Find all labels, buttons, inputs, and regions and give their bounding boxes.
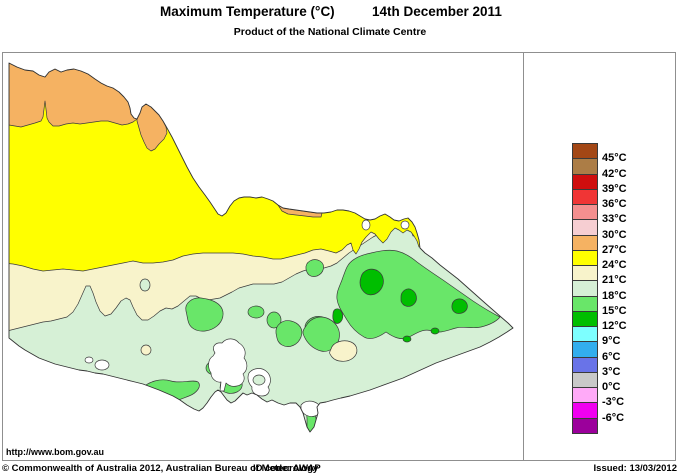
legend-label: -3°C [602, 396, 625, 409]
legend-label: 0°C [602, 381, 621, 394]
legend-label: 12°C [602, 320, 627, 333]
legend-swatch [572, 417, 598, 434]
region-palegreen-island [139, 278, 151, 292]
region-green-patch-a [247, 305, 265, 319]
legend-swatch [572, 310, 598, 328]
legend-label: 24°C [602, 259, 627, 272]
lake-corangamite [94, 359, 110, 371]
legend-label: 21°C [602, 274, 627, 287]
lake-small-west [84, 356, 94, 364]
victoria-state-border [8, 62, 514, 433]
lake-near-murray-b [400, 220, 410, 230]
lake-near-murray-a [361, 219, 371, 231]
legend-swatch [572, 249, 598, 267]
region-orange-mallee-west [9, 63, 138, 128]
legend-swatch [572, 173, 598, 190]
legend-label: 3°C [602, 365, 621, 378]
region-cream-pocket-west [140, 344, 152, 356]
legend-swatch [572, 188, 598, 206]
legend-label: 39°C [602, 182, 627, 195]
region-green-central-highlands [185, 297, 224, 332]
legend-label: 27°C [602, 243, 627, 256]
region-cream-latrobe-valley [329, 340, 358, 362]
legend-swatch [572, 280, 598, 297]
legend-swatch [572, 326, 598, 343]
legend-label: 6°C [602, 350, 621, 363]
legend-label: 36°C [602, 198, 627, 211]
issued-date-text: Issued: 13/03/2012 [593, 463, 677, 474]
legend-swatch [572, 158, 598, 175]
region-darkgreen-alpine-a [359, 268, 384, 296]
legend-label: -6°C [602, 411, 625, 424]
region-green-patch-b [266, 311, 282, 329]
region-green-patch-c [305, 259, 324, 277]
legend-swatch [572, 265, 598, 282]
port-phillip-bay [208, 338, 248, 392]
legend-label: 18°C [602, 289, 627, 302]
legend-swatch [572, 387, 598, 404]
legend-label: 30°C [602, 228, 627, 241]
region-darkgreen-dot-b [430, 327, 440, 335]
copyright-text: © Commonwealth of Australia 2012, Austra… [2, 463, 319, 474]
victoria-temperature-map [8, 62, 514, 433]
legend-panel-divider [523, 53, 524, 460]
region-darkgreen-alpine-b [400, 288, 417, 307]
page-title: Maximum Temperature (°C) [160, 4, 335, 19]
region-darkgreen-alpine-c [451, 298, 468, 314]
region-green-yarra-ranges [275, 320, 303, 347]
legend-swatch [572, 219, 598, 236]
legend-swatch [572, 356, 598, 373]
legend-label: 15°C [602, 304, 627, 317]
map-frame [2, 52, 676, 461]
legend-swatch [572, 204, 598, 221]
legend-label: 9°C [602, 335, 621, 348]
legend-swatch [572, 295, 598, 312]
french-island [252, 374, 266, 386]
region-darkgreen-dot-a [402, 335, 412, 343]
legend-swatch [572, 402, 598, 419]
legend-swatch [572, 143, 598, 160]
bom-url: http://www.bom.gov.au [6, 447, 104, 457]
legend-label: 45°C [602, 152, 627, 165]
id-code-text: ID code: AWAP [253, 463, 321, 474]
legend-label: 42°C [602, 167, 627, 180]
page-subtitle: Product of the National Climate Centre [233, 26, 427, 38]
legend-swatch [572, 341, 598, 358]
map-date: 14th December 2011 [372, 4, 502, 19]
legend-swatch [572, 371, 598, 389]
legend-swatch [572, 234, 598, 251]
region-darkgreen-alpine-d [332, 308, 344, 324]
legend-label: 33°C [602, 213, 627, 226]
